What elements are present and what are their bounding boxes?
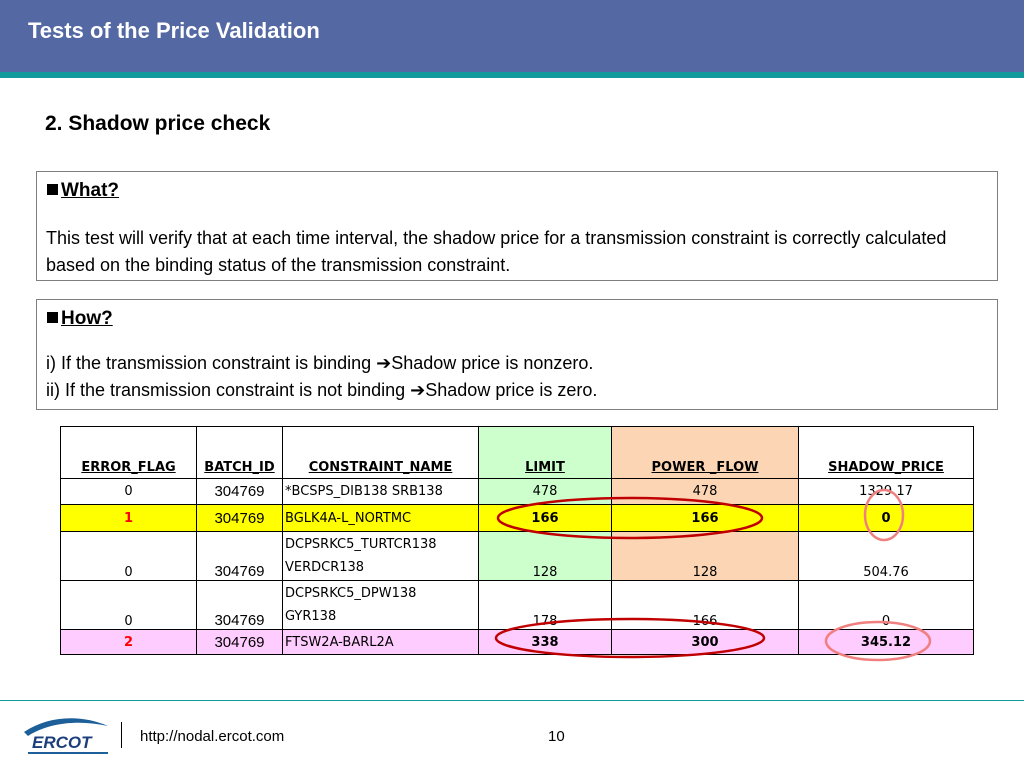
square-bullet-icon	[47, 312, 58, 323]
ercot-logo: ERCOT	[24, 718, 108, 754]
cell-limit: 128	[478, 531, 612, 581]
cell-constraint-name: DCPSRKC5_TURTCR138 VERDCR138	[282, 531, 479, 581]
cell-limit: 166	[478, 504, 612, 532]
square-bullet-icon	[47, 184, 58, 195]
cell-constraint-name: BGLK4A-L_NORTMC	[282, 504, 479, 532]
logo-underline	[28, 752, 108, 754]
cell-batch-id: 304769	[196, 629, 283, 655]
page-number: 10	[548, 728, 565, 745]
what-heading-text: What?	[61, 180, 120, 201]
header-error-flag: ERROR_FLAG	[60, 426, 197, 479]
table-row: 0 304769 *BCSPS_DIB138 SRB138 478 478 13…	[60, 478, 974, 505]
how-heading-text: How?	[61, 308, 113, 329]
what-body: This test will verify that at each time …	[46, 228, 947, 275]
footer-divider	[0, 700, 1024, 701]
section-title: 2. Shadow price check	[45, 112, 271, 135]
cell-batch-id: 304769	[196, 504, 283, 532]
how-line-1: i) If the transmission constraint is bin…	[46, 350, 597, 377]
table-row: 0 304769 DCPSRKC5_TURTCR138 VERDCR138 128…	[60, 531, 974, 581]
cell-error-flag: 0	[60, 478, 197, 505]
cell-constraint-name: FTSW2A-BARL2A	[282, 629, 479, 655]
right-arrow-icon: ➔	[376, 353, 392, 374]
cell-limit: 178	[478, 580, 612, 630]
how-heading: How?	[47, 308, 113, 330]
cell-shadow-price: 1329.17	[798, 478, 974, 505]
logo-text: ERCOT	[32, 733, 93, 752]
cell-constraint-name: *BCSPS_DIB138 SRB138	[282, 478, 479, 505]
cell-constraint-name: DCPSRKC5_DPW138 GYR138	[282, 580, 479, 630]
what-heading: What?	[47, 180, 119, 202]
cell-batch-id: 304769	[196, 478, 283, 505]
slide-header-bar	[0, 0, 1024, 72]
cell-batch-id: 304769	[196, 580, 283, 630]
cell-shadow-price: 345.12	[798, 629, 974, 655]
how-box: How? i) If the transmission constraint i…	[36, 299, 998, 410]
footer-separator	[121, 722, 122, 748]
what-box: What? This test will verify that at each…	[36, 171, 998, 281]
cell-limit: 338	[478, 629, 612, 655]
cell-error-flag: 0	[60, 580, 197, 630]
logo-swoosh-icon	[24, 718, 108, 736]
header-shadow-price: SHADOW_PRICE	[798, 426, 974, 479]
table-row-error-1: 1 304769 BGLK4A-L_NORTMC 166 166 0	[60, 504, 974, 532]
header-batch-id: BATCH_ID	[196, 426, 283, 479]
table-header-row: ERROR_FLAG BATCH_ID CONSTRAINT_NAME LIMI…	[60, 426, 974, 479]
how-line-1-condition: i) If the transmission constraint is bin…	[46, 353, 377, 373]
how-line-2-result: Shadow price is zero.	[425, 380, 598, 400]
cell-shadow-price: 0	[798, 504, 974, 532]
how-line-2: ii) If the transmission constraint is no…	[46, 377, 597, 404]
cell-limit: 478	[478, 478, 612, 505]
cell-batch-id: 304769	[196, 531, 283, 581]
cell-error-flag: 1	[60, 504, 197, 532]
right-arrow-icon: ➔	[410, 380, 426, 401]
slide-title: Tests of the Price Validation	[28, 18, 320, 43]
cell-power-flow: 478	[611, 478, 799, 505]
cell-error-flag: 0	[60, 531, 197, 581]
shadow-price-table: ERROR_FLAG BATCH_ID CONSTRAINT_NAME LIMI…	[60, 426, 974, 655]
cell-error-flag: 2	[60, 629, 197, 655]
header-accent-stripe	[0, 72, 1024, 78]
header-constraint-name: CONSTRAINT_NAME	[282, 426, 479, 479]
constraint-name-line-2: GYR138	[285, 609, 337, 624]
cell-power-flow: 166	[611, 504, 799, 532]
footer-url[interactable]: http://nodal.ercot.com	[140, 728, 285, 745]
how-body: i) If the transmission constraint is bin…	[46, 350, 597, 404]
cell-power-flow: 300	[611, 629, 799, 655]
table-row: 0 304769 DCPSRKC5_DPW138 GYR138 178 166 0	[60, 580, 974, 630]
header-limit: LIMIT	[478, 426, 612, 479]
how-line-1-result: Shadow price is nonzero.	[391, 353, 594, 373]
cell-shadow-price: 504.76	[798, 531, 974, 581]
how-line-2-condition: ii) If the transmission constraint is no…	[46, 380, 411, 400]
constraint-name-line-1: DCPSRKC5_TURTCR138	[285, 537, 437, 552]
cell-shadow-price: 0	[798, 580, 974, 630]
cell-power-flow: 128	[611, 531, 799, 581]
header-power-flow: POWER _FLOW	[611, 426, 799, 479]
table-row-error-2: 2 304769 FTSW2A-BARL2A 338 300 345.12	[60, 629, 974, 655]
constraint-name-line-1: DCPSRKC5_DPW138	[285, 586, 417, 601]
cell-power-flow: 166	[611, 580, 799, 630]
constraint-name-line-2: VERDCR138	[285, 560, 365, 575]
